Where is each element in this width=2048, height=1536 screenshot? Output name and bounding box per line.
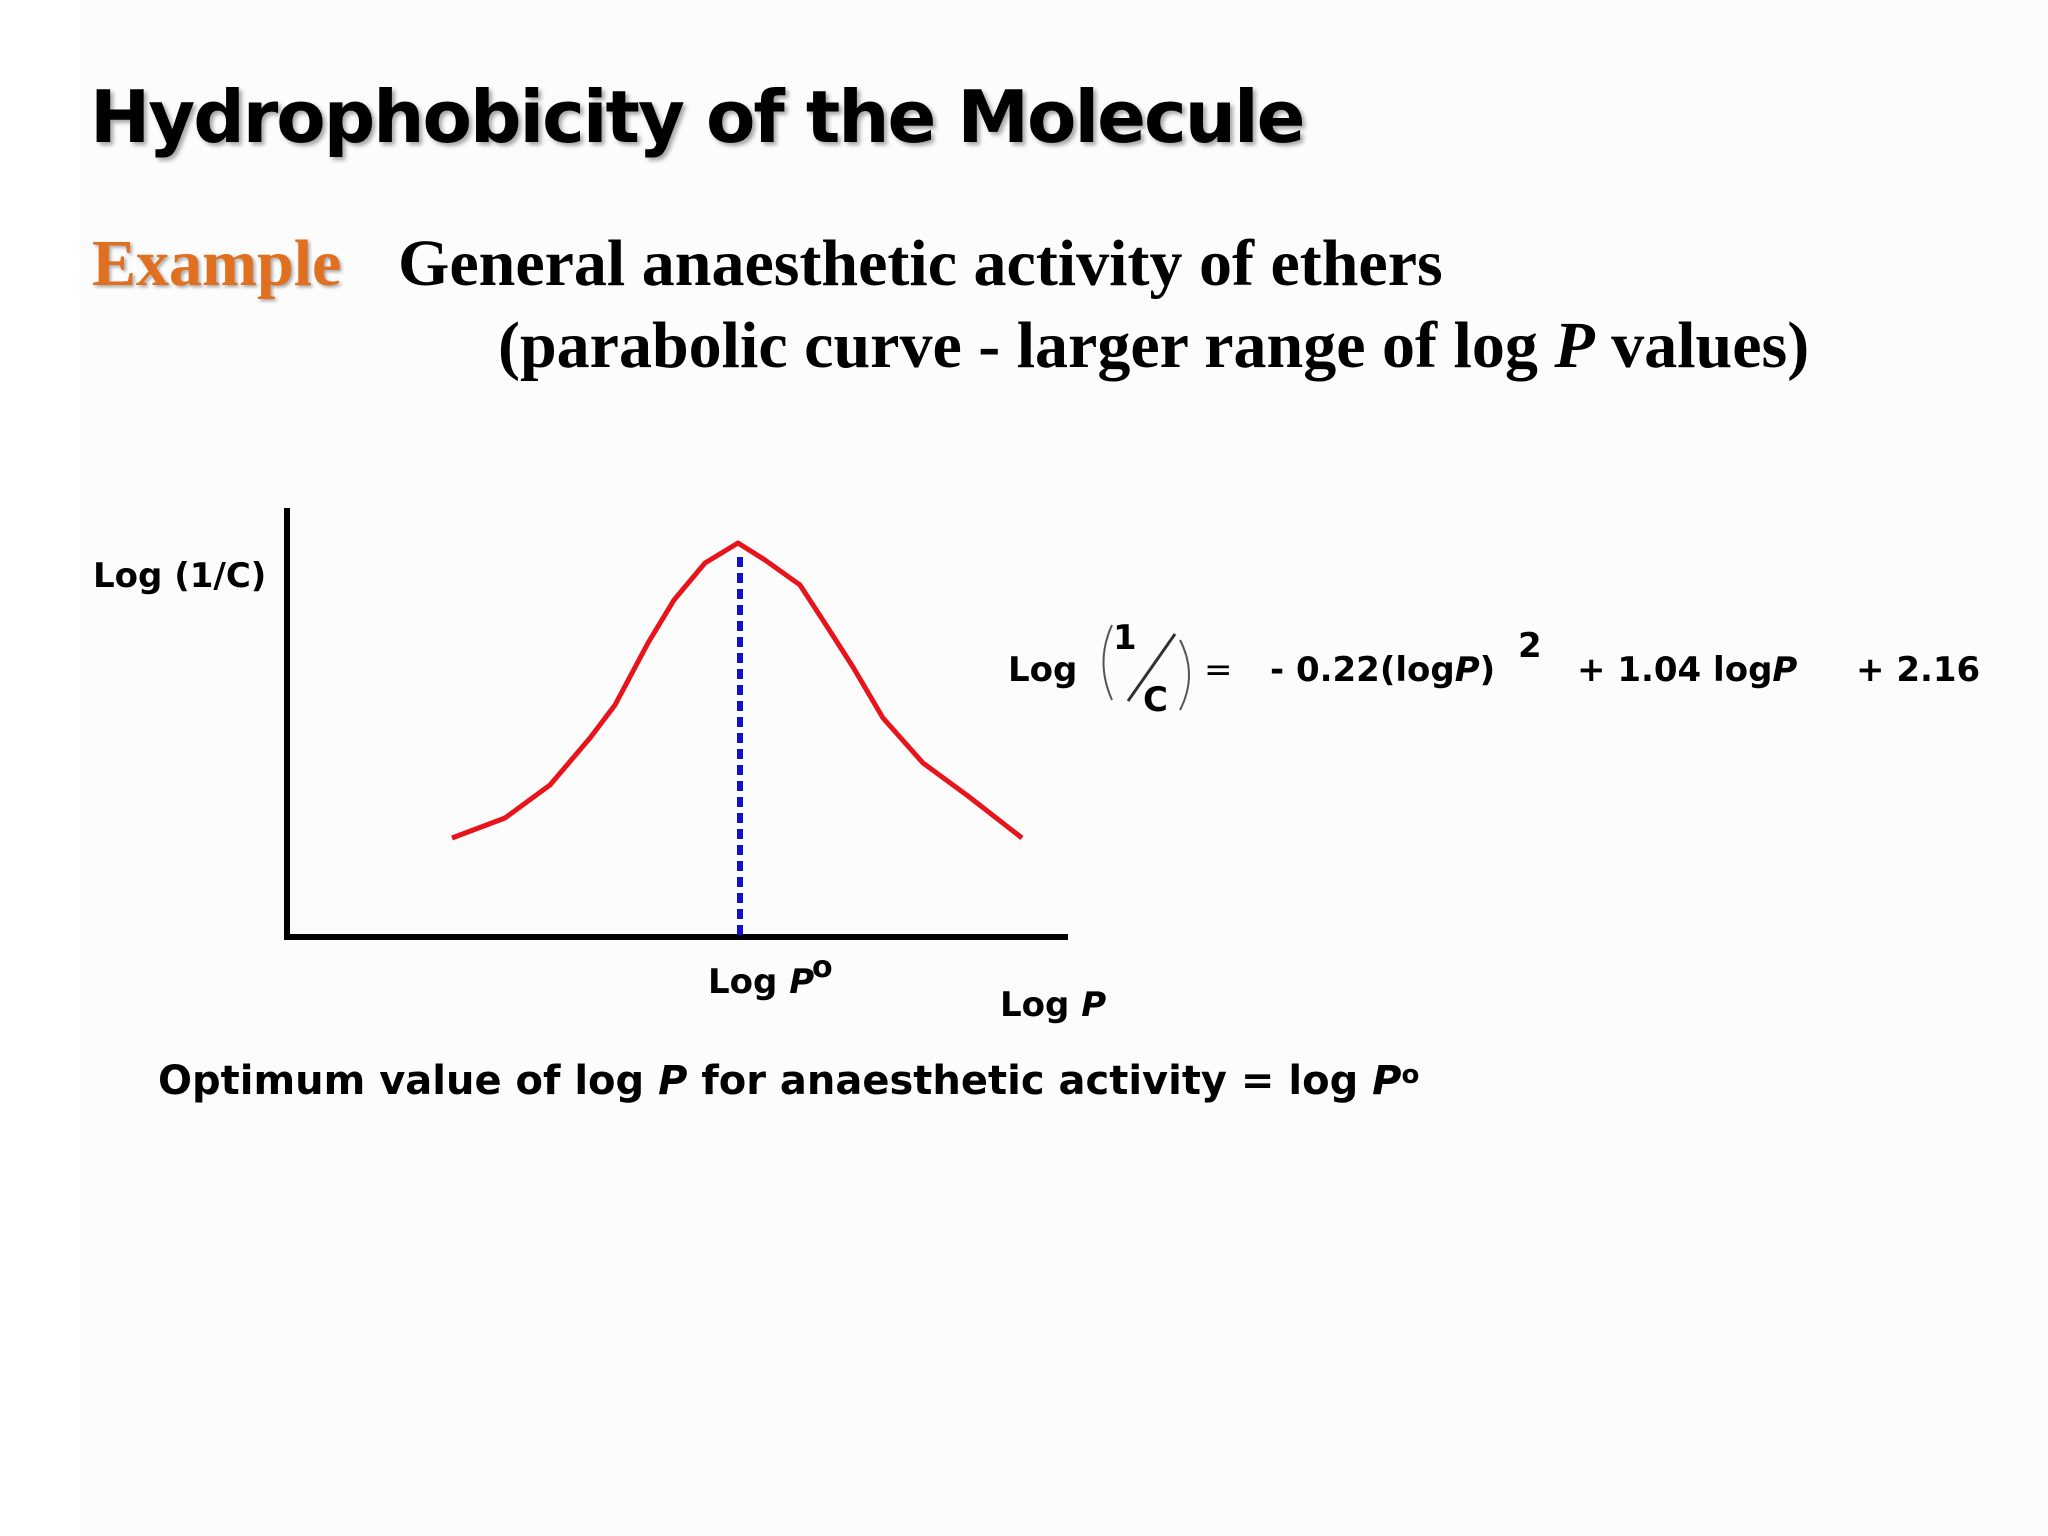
optimum-italic-p: P: [789, 962, 815, 1002]
x-axis-label: Log P: [1000, 985, 1106, 1025]
parabolic-curve: [451, 540, 1024, 841]
y-axis-label: Log (1/C): [93, 556, 267, 596]
fraction-slash: [1126, 633, 1177, 702]
optimum-logp-label: Log P: [708, 962, 814, 1002]
slide-background: [80, 0, 2048, 1536]
equation-exponent: 2: [1518, 626, 1542, 666]
optimum-superscript-o: o: [812, 950, 833, 985]
subtitle-line-2-text: (parabolic curve - larger range of log: [498, 309, 1555, 382]
equation-term-constant: + 2.16: [1856, 650, 1981, 690]
footnote-italic-p1: P: [658, 1058, 688, 1104]
optimum-footnote: Optimum value of log P for anaesthetic a…: [158, 1058, 1419, 1104]
footnote-italic-p2: P: [1372, 1058, 1402, 1104]
term2-pre: + 1.04 log: [1577, 650, 1773, 690]
footnote-mid: for anaesthetic activity = log: [687, 1058, 1373, 1104]
fraction-right-paren: [1179, 639, 1190, 711]
subtitle-line-1: General anaesthetic activity of ethers: [398, 227, 1443, 300]
optimum-log-text: Log: [708, 962, 790, 1002]
footnote-pre: Optimum value of log: [158, 1058, 659, 1104]
slide-title: Hydrophobicity of the Molecule: [90, 75, 1305, 159]
fraction-left-paren: [1102, 624, 1113, 701]
equation-fraction-numerator: 1: [1113, 618, 1137, 658]
x-axis-log-text: Log: [1000, 985, 1082, 1025]
equation-equals: =: [1204, 650, 1233, 690]
equation-log: Log: [1008, 650, 1078, 690]
term1-post: ): [1479, 650, 1496, 690]
x-axis-italic-p: P: [1081, 985, 1107, 1025]
example-label: Example: [92, 227, 342, 300]
term1-pre: - 0.22(log: [1270, 650, 1455, 690]
subtitle-line-2: (parabolic curve - larger range of log P…: [498, 308, 1809, 384]
footnote-superscript: o: [1401, 1060, 1420, 1090]
equation-term-quadratic: - 0.22(logP): [1270, 650, 1495, 690]
term2-italic-p: P: [1772, 650, 1798, 690]
subtitle-line-2-end: values): [1594, 309, 1810, 382]
subtitle-line-2-italic-p: P: [1554, 309, 1595, 382]
equation-fraction-denominator: C: [1143, 680, 1168, 720]
term1-italic-p: P: [1454, 650, 1480, 690]
equation-term-linear: + 1.04 logP: [1577, 650, 1797, 690]
